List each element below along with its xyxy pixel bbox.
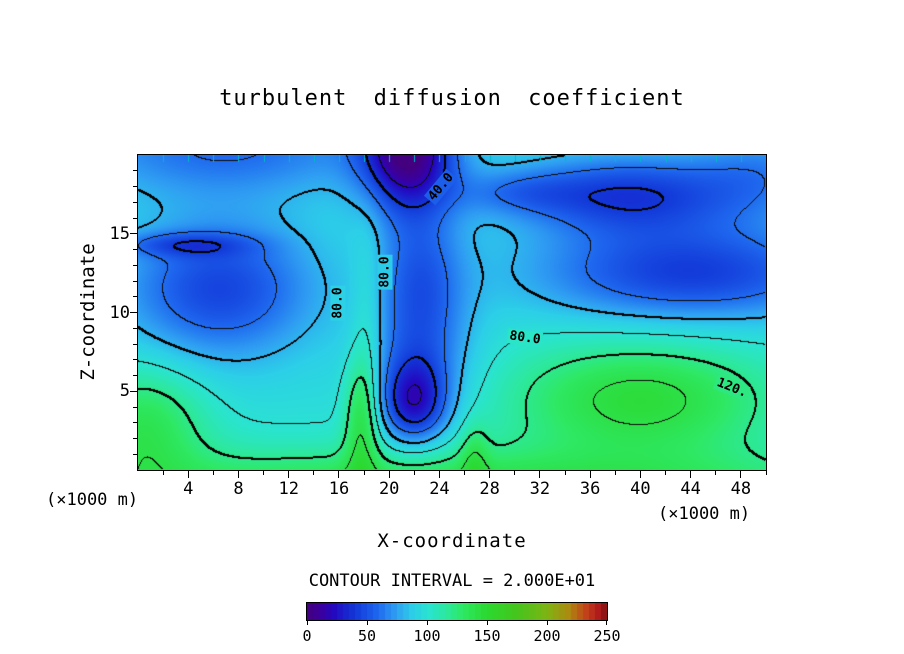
x-tick-label: 28 [479,479,500,499]
x-axis-tick [413,471,415,475]
x-axis-tick [388,471,390,478]
x-axis-units: (×1000 m) [658,504,751,524]
x-tick-label: 44 [680,479,701,499]
y-axis-tick [130,390,137,392]
colorbar [306,602,608,621]
colorbar-tick [306,621,308,625]
x-axis-tick [263,471,265,475]
x-axis-tick [338,471,340,478]
y-axis-tick [133,406,137,408]
x-tick-label: 36 [579,479,601,499]
colorbar-tick-label: 0 [302,627,312,645]
x-tick-label: 20 [378,479,400,499]
x-axis-tick [639,471,641,478]
x-axis-tick [212,471,214,475]
y-axis-tick [130,233,137,235]
contour-label: 80.0 [377,253,393,290]
x-axis-tick [489,471,491,478]
contour-heatmap-canvas [138,155,766,470]
colorbar-tick-label: 100 [413,627,441,645]
colorbar-tick-label: 150 [473,627,501,645]
colorbar-canvas [307,603,607,620]
y-tick-label: 5 [119,381,130,402]
x-axis-label: X-coordinate [377,530,527,552]
y-axis-tick [133,201,137,203]
x-axis-tick [464,471,466,475]
x-axis-tick [665,471,667,475]
x-axis-tick [237,471,239,478]
y-tick-label: 15 [109,223,130,244]
colorbar-tick [486,621,488,625]
y-axis-tick [133,249,137,250]
colorbar-tick-label: 50 [357,627,377,645]
plot-area: 80.0 80.0 40.0 80.0 120. [137,154,767,471]
y-axis-tick [133,264,137,266]
x-tick-label: 40 [630,479,651,499]
y-axis-tick [130,312,137,313]
x-axis-tick [564,471,566,475]
x-tick-label: 48 [730,479,752,499]
x-axis-tick [514,471,516,475]
colorbar-tick-label: 200 [533,627,561,645]
y-axis-tick [133,453,137,455]
y-axis-tick [133,217,137,219]
colorbar-tick-label: 250 [593,627,621,645]
colorbar-tick [546,621,548,625]
x-axis-tick [690,471,692,478]
chart-title: turbulent diffusion coefficient [219,86,685,111]
x-axis-tick [539,471,541,478]
x-axis-tick [765,471,767,475]
contour-label: 80.0 [330,285,346,321]
y-axis-tick [133,438,137,439]
x-tick-label: 16 [328,479,350,499]
x-axis-tick [589,471,591,478]
x-tick-label: 12 [278,479,299,499]
x-tick-label: 32 [529,479,551,499]
x-axis-tick [162,471,164,475]
y-axis-tick [133,422,137,424]
x-tick-label: 8 [233,479,244,499]
colorbar-tick [426,621,428,625]
y-axis-tick [133,170,137,172]
x-tick-label: 24 [429,479,450,499]
x-axis-tick [715,471,717,475]
y-axis-tick [133,186,137,187]
x-axis-tick [363,471,365,475]
x-axis-tick [187,471,189,478]
colorbar-tick [606,621,607,625]
contour-interval-text: CONTOUR INTERVAL = 2.000E+01 [308,571,596,591]
y-tick-label: 10 [109,302,130,323]
colorbar-tick [366,621,368,625]
x-tick-label: 4 [183,479,194,499]
y-axis-tick [133,327,137,329]
y-axis-tick [133,296,137,298]
x-axis-tick [313,471,315,475]
x-axis-tick [288,471,290,478]
x-axis-tick [614,471,616,475]
y-axis-tick [133,280,137,282]
y-axis-tick [133,375,137,376]
x-axis-tick [438,471,440,478]
y-axis-tick [133,359,137,361]
x-axis-tick [740,471,742,478]
y-axis-units: (×1000 m) [46,490,139,510]
y-axis-tick [133,343,137,345]
